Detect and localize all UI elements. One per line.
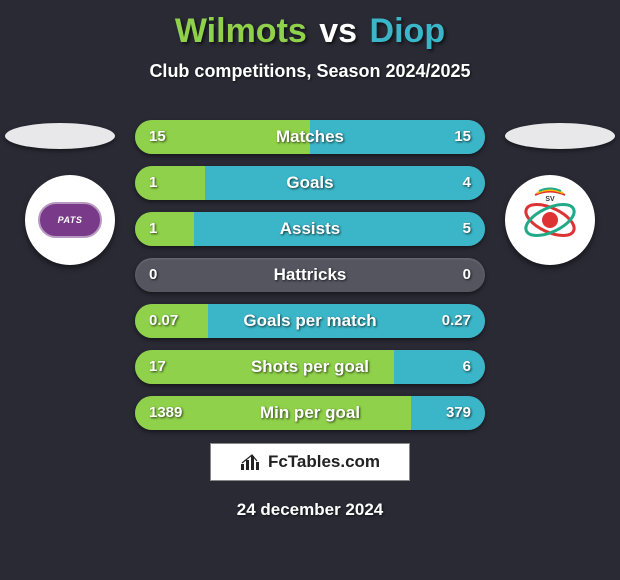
stat-row: Shots per goal176 (135, 350, 485, 384)
stat-bar-left (135, 120, 310, 154)
stat-row: Matches1515 (135, 120, 485, 154)
stat-value-left: 0 (149, 258, 157, 292)
vs-text: vs (319, 12, 357, 50)
stat-bar-right (205, 166, 485, 200)
stat-value-right: 0 (463, 258, 471, 292)
subtitle: Club competitions, Season 2024/2025 (0, 61, 620, 82)
stat-bar-left (135, 166, 205, 200)
stat-bar-left (135, 396, 412, 430)
club-logo-left-icon: PATS (38, 202, 102, 238)
stat-row: Assists15 (135, 212, 485, 246)
stat-bar-left (135, 212, 195, 246)
stat-label: Hattricks (135, 258, 485, 292)
stat-row: Hattricks0 0 (135, 258, 485, 292)
stat-bar-right (394, 350, 485, 384)
brand-bars-icon (240, 453, 262, 471)
brand-text: FcTables.com (268, 452, 380, 472)
stat-bar-right (208, 304, 485, 338)
stat-row: Goals per match0.070.27 (135, 304, 485, 338)
brand-box[interactable]: FcTables.com (210, 443, 410, 481)
date-line: 24 december 2024 (0, 500, 620, 520)
stat-bar-right (310, 120, 485, 154)
stat-bar-left (135, 350, 394, 384)
stats-container: Matches1515 Goals14 Assists15 Hattricks0 0 Go… (135, 120, 485, 442)
player1-ellipse (5, 123, 115, 149)
player2-name: Diop (370, 12, 446, 50)
player2-ellipse (505, 123, 615, 149)
stat-bar-left (135, 304, 209, 338)
player1-name: Wilmots (175, 12, 307, 50)
club-badge-right: SV (505, 175, 595, 265)
stat-bar-right (411, 396, 485, 430)
club-left-label: PATS (58, 215, 83, 225)
stat-bar-right (194, 212, 485, 246)
club-badge-left: PATS (25, 175, 115, 265)
stat-row: Goals14 (135, 166, 485, 200)
stat-row: Min per goal1389379 (135, 396, 485, 430)
club-logo-right-icon: SV (515, 185, 585, 255)
title-row: Wilmots vs Diop (0, 0, 620, 51)
svg-text:SV: SV (545, 196, 555, 203)
